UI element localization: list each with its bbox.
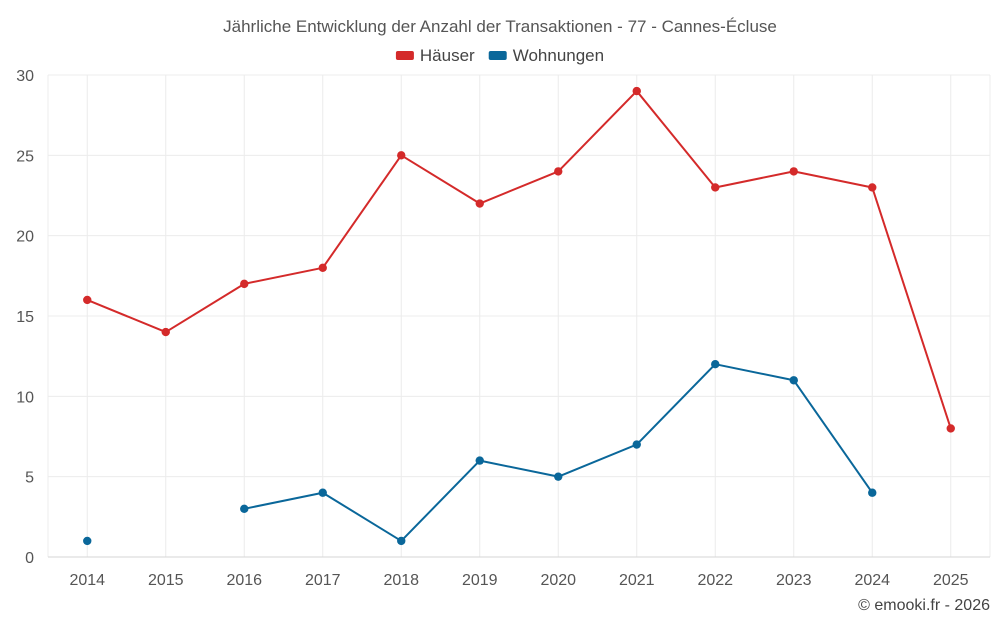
data-point[interactable] [868,488,877,497]
y-tick-label: 10 [16,389,34,406]
chart-title: Jährliche Entwicklung der Anzahl der Tra… [223,17,777,36]
y-tick-label: 25 [16,148,34,165]
data-point[interactable] [868,183,877,192]
y-tick-label: 5 [25,470,34,487]
series-wohnungen [83,360,877,546]
legend-label[interactable]: Häuser [420,46,475,65]
data-point[interactable] [632,440,641,449]
x-tick-label: 2020 [540,572,576,589]
data-point[interactable] [240,504,249,513]
y-tick-label: 20 [16,229,34,246]
data-point[interactable] [475,199,484,208]
x-tick-label: 2018 [383,572,419,589]
x-tick-label: 2019 [462,572,498,589]
y-tick-label: 30 [16,68,34,85]
credit-text: © emooki.fr - 2026 [858,597,990,614]
data-point[interactable] [397,151,406,160]
data-point[interactable] [554,472,563,481]
data-point[interactable] [83,536,92,546]
y-tick-label: 0 [25,550,34,567]
y-tick-label: 15 [16,309,34,326]
x-tick-label: 2022 [697,572,733,589]
x-axis: 2014 2015 2016 2017 2018 2019 2020 2021 2022 2023… [69,572,968,589]
series-line [86,90,952,429]
data-point[interactable] [711,183,720,192]
data-point[interactable] [711,360,720,369]
data-point[interactable] [475,456,484,465]
legend-swatch [395,51,414,60]
x-tick-label: 2024 [854,572,890,589]
x-tick-label: 2017 [305,572,341,589]
data-point[interactable] [83,295,92,305]
data-point[interactable] [946,424,955,433]
grid [47,74,991,558]
x-tick-label: 2014 [69,572,105,589]
legend: Häuser Wohnungen [395,46,604,65]
data-point[interactable] [397,536,406,546]
data-point[interactable] [161,327,170,337]
x-tick-label: 2021 [619,572,655,589]
legend-label[interactable]: Wohnungen [513,46,604,65]
x-tick-label: 2023 [776,572,812,589]
y-axis: 0 5 10 15 20 25 30 [16,68,34,567]
series-haeuser [83,86,955,433]
x-tick-label: 2015 [148,572,184,589]
data-point[interactable] [554,167,563,176]
data-point[interactable] [789,376,798,385]
data-point[interactable] [318,263,327,272]
data-point[interactable] [632,86,641,96]
data-point[interactable] [240,279,249,289]
data-point[interactable] [789,167,798,176]
data-point[interactable] [318,488,327,497]
legend-swatch [488,51,507,60]
x-tick-label: 2025 [933,572,969,589]
x-tick-label: 2016 [226,572,262,589]
series-group [83,86,955,546]
